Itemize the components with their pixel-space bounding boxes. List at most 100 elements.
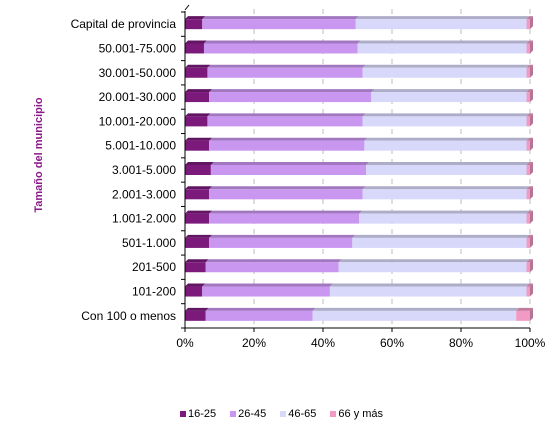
legend-label: 66 y más [338, 408, 384, 420]
legend-swatch [180, 411, 186, 417]
bar-segment [329, 286, 527, 297]
bar-segment [209, 213, 360, 224]
bar-segment-top [526, 210, 533, 214]
x-tick-label: 40% [311, 336, 335, 350]
bar-segment [207, 116, 363, 127]
bar-segment [202, 286, 330, 297]
bar-segment-top [185, 210, 213, 214]
bar-segment [357, 43, 527, 54]
bar-segment [526, 286, 530, 297]
bar-segment-top [526, 16, 533, 20]
bar-segment [366, 165, 527, 175]
bar-segment-top [209, 234, 356, 238]
category-label: 501-1.000 [122, 236, 176, 250]
bar-segment [362, 67, 527, 78]
bar-segment-top [526, 137, 533, 141]
bar-segment [526, 213, 530, 224]
bar-segment [185, 262, 206, 273]
bar-segment [516, 310, 530, 321]
legend-item: 26-45 [230, 408, 266, 420]
x-tick-label: 0% [176, 336, 194, 350]
bar-segment-top [207, 64, 366, 68]
y-axis-title: Tamaño del municipio [33, 97, 45, 213]
bar-segment-top [185, 89, 213, 93]
bar-side [530, 16, 533, 30]
category-label: 2.001-3.000 [112, 187, 176, 201]
bar-segment [185, 43, 204, 54]
bar-segment-top [526, 89, 533, 93]
x-tick-label: 80% [449, 336, 473, 350]
bar-segment-top [526, 64, 533, 68]
bar-segment-top [329, 283, 530, 287]
bar-segment-top [202, 283, 333, 287]
y-axis-depth-line [184, 4, 190, 11]
bar-segment-top [185, 64, 211, 68]
x-tick-label: 100% [515, 336, 546, 350]
bar-side [530, 234, 533, 248]
bar-segment [526, 165, 530, 175]
bar-segment-top [364, 137, 530, 141]
bar-segment-top [526, 283, 533, 287]
bar-segment [210, 165, 367, 175]
bar-segment-top [526, 40, 533, 44]
bar-segment-top [362, 64, 530, 68]
bar-side [530, 307, 533, 321]
bar-segment [185, 213, 210, 224]
bar-side [530, 162, 533, 175]
bar-segment [364, 140, 527, 151]
bar-segment [205, 310, 313, 321]
bar-segment [362, 116, 527, 127]
bar-segment [371, 92, 527, 103]
bar-side [530, 210, 533, 224]
category-labels: Capital de provincia 50.001-75.000 30.001-… [71, 17, 177, 323]
category-label: 20.001-30.000 [99, 90, 177, 104]
legend-swatch [230, 411, 237, 417]
bar-side [530, 283, 533, 297]
bar-segment [526, 237, 530, 248]
bar-segment-top [210, 162, 370, 165]
bar-segment-top [185, 307, 209, 311]
bar-segment [185, 189, 210, 200]
category-label: 10.001-20.000 [99, 114, 177, 128]
bar-side [530, 40, 533, 54]
bar-segment-top [209, 89, 375, 93]
category-label: 5.001-10.000 [105, 139, 176, 153]
bar-segment [185, 140, 210, 151]
bar-segment [352, 237, 527, 248]
bar-side [530, 137, 533, 151]
bar-side [530, 64, 533, 78]
bar-segment [526, 116, 530, 127]
bar-segment [185, 310, 206, 321]
legend-label: 46-65 [288, 408, 317, 420]
category-label: 201-500 [132, 260, 176, 274]
bar-segment-top [357, 40, 530, 44]
bar-side [530, 259, 533, 273]
category-label: Con 100 o menos [81, 309, 176, 323]
bar-segment [209, 189, 363, 200]
x-tick-label: 60% [380, 336, 404, 350]
category-label: 1.001-2.000 [112, 212, 176, 226]
bar-segment [185, 67, 208, 78]
bar-segment [209, 92, 372, 103]
bar-segment-top [312, 307, 520, 311]
legend-item: 66 y más [330, 408, 383, 420]
bar-segment [526, 92, 530, 103]
bar-segment-top [526, 234, 533, 238]
bar-segment [185, 92, 210, 103]
bar-segment [185, 286, 203, 297]
bar-segment-top [207, 113, 366, 117]
x-tick-labels: 0% 20% 40% 60% 80% 100% [176, 336, 545, 350]
bar-segment [209, 237, 353, 248]
bar-segment-top [185, 162, 214, 165]
bar-segment [338, 262, 527, 273]
bar-segment [526, 67, 530, 78]
bar-segment-top [362, 186, 530, 190]
legend-swatch [280, 411, 287, 417]
bar-segment-top [185, 113, 211, 117]
bar-segment-top [359, 210, 530, 214]
bar-segment [526, 43, 530, 54]
bar-segment-top [203, 40, 361, 44]
bar-segment-top [185, 16, 206, 20]
bar-segment [203, 43, 358, 54]
